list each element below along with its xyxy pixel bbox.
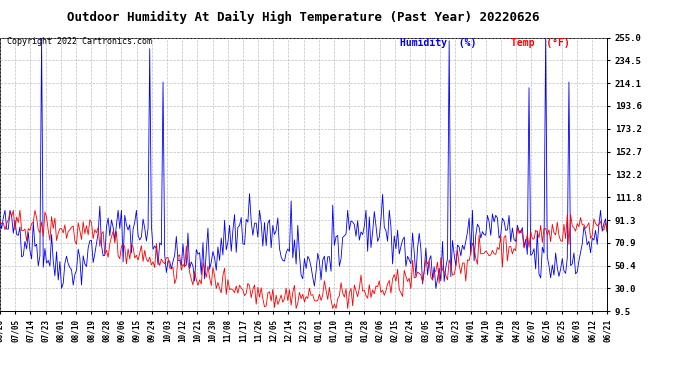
Text: Copyright 2022 Cartronics.com: Copyright 2022 Cartronics.com bbox=[7, 38, 152, 46]
Text: Humidity  (%): Humidity (%) bbox=[400, 38, 477, 48]
Text: Outdoor Humidity At Daily High Temperature (Past Year) 20220626: Outdoor Humidity At Daily High Temperatu… bbox=[68, 11, 540, 24]
Text: Temp  (°F): Temp (°F) bbox=[511, 38, 569, 48]
